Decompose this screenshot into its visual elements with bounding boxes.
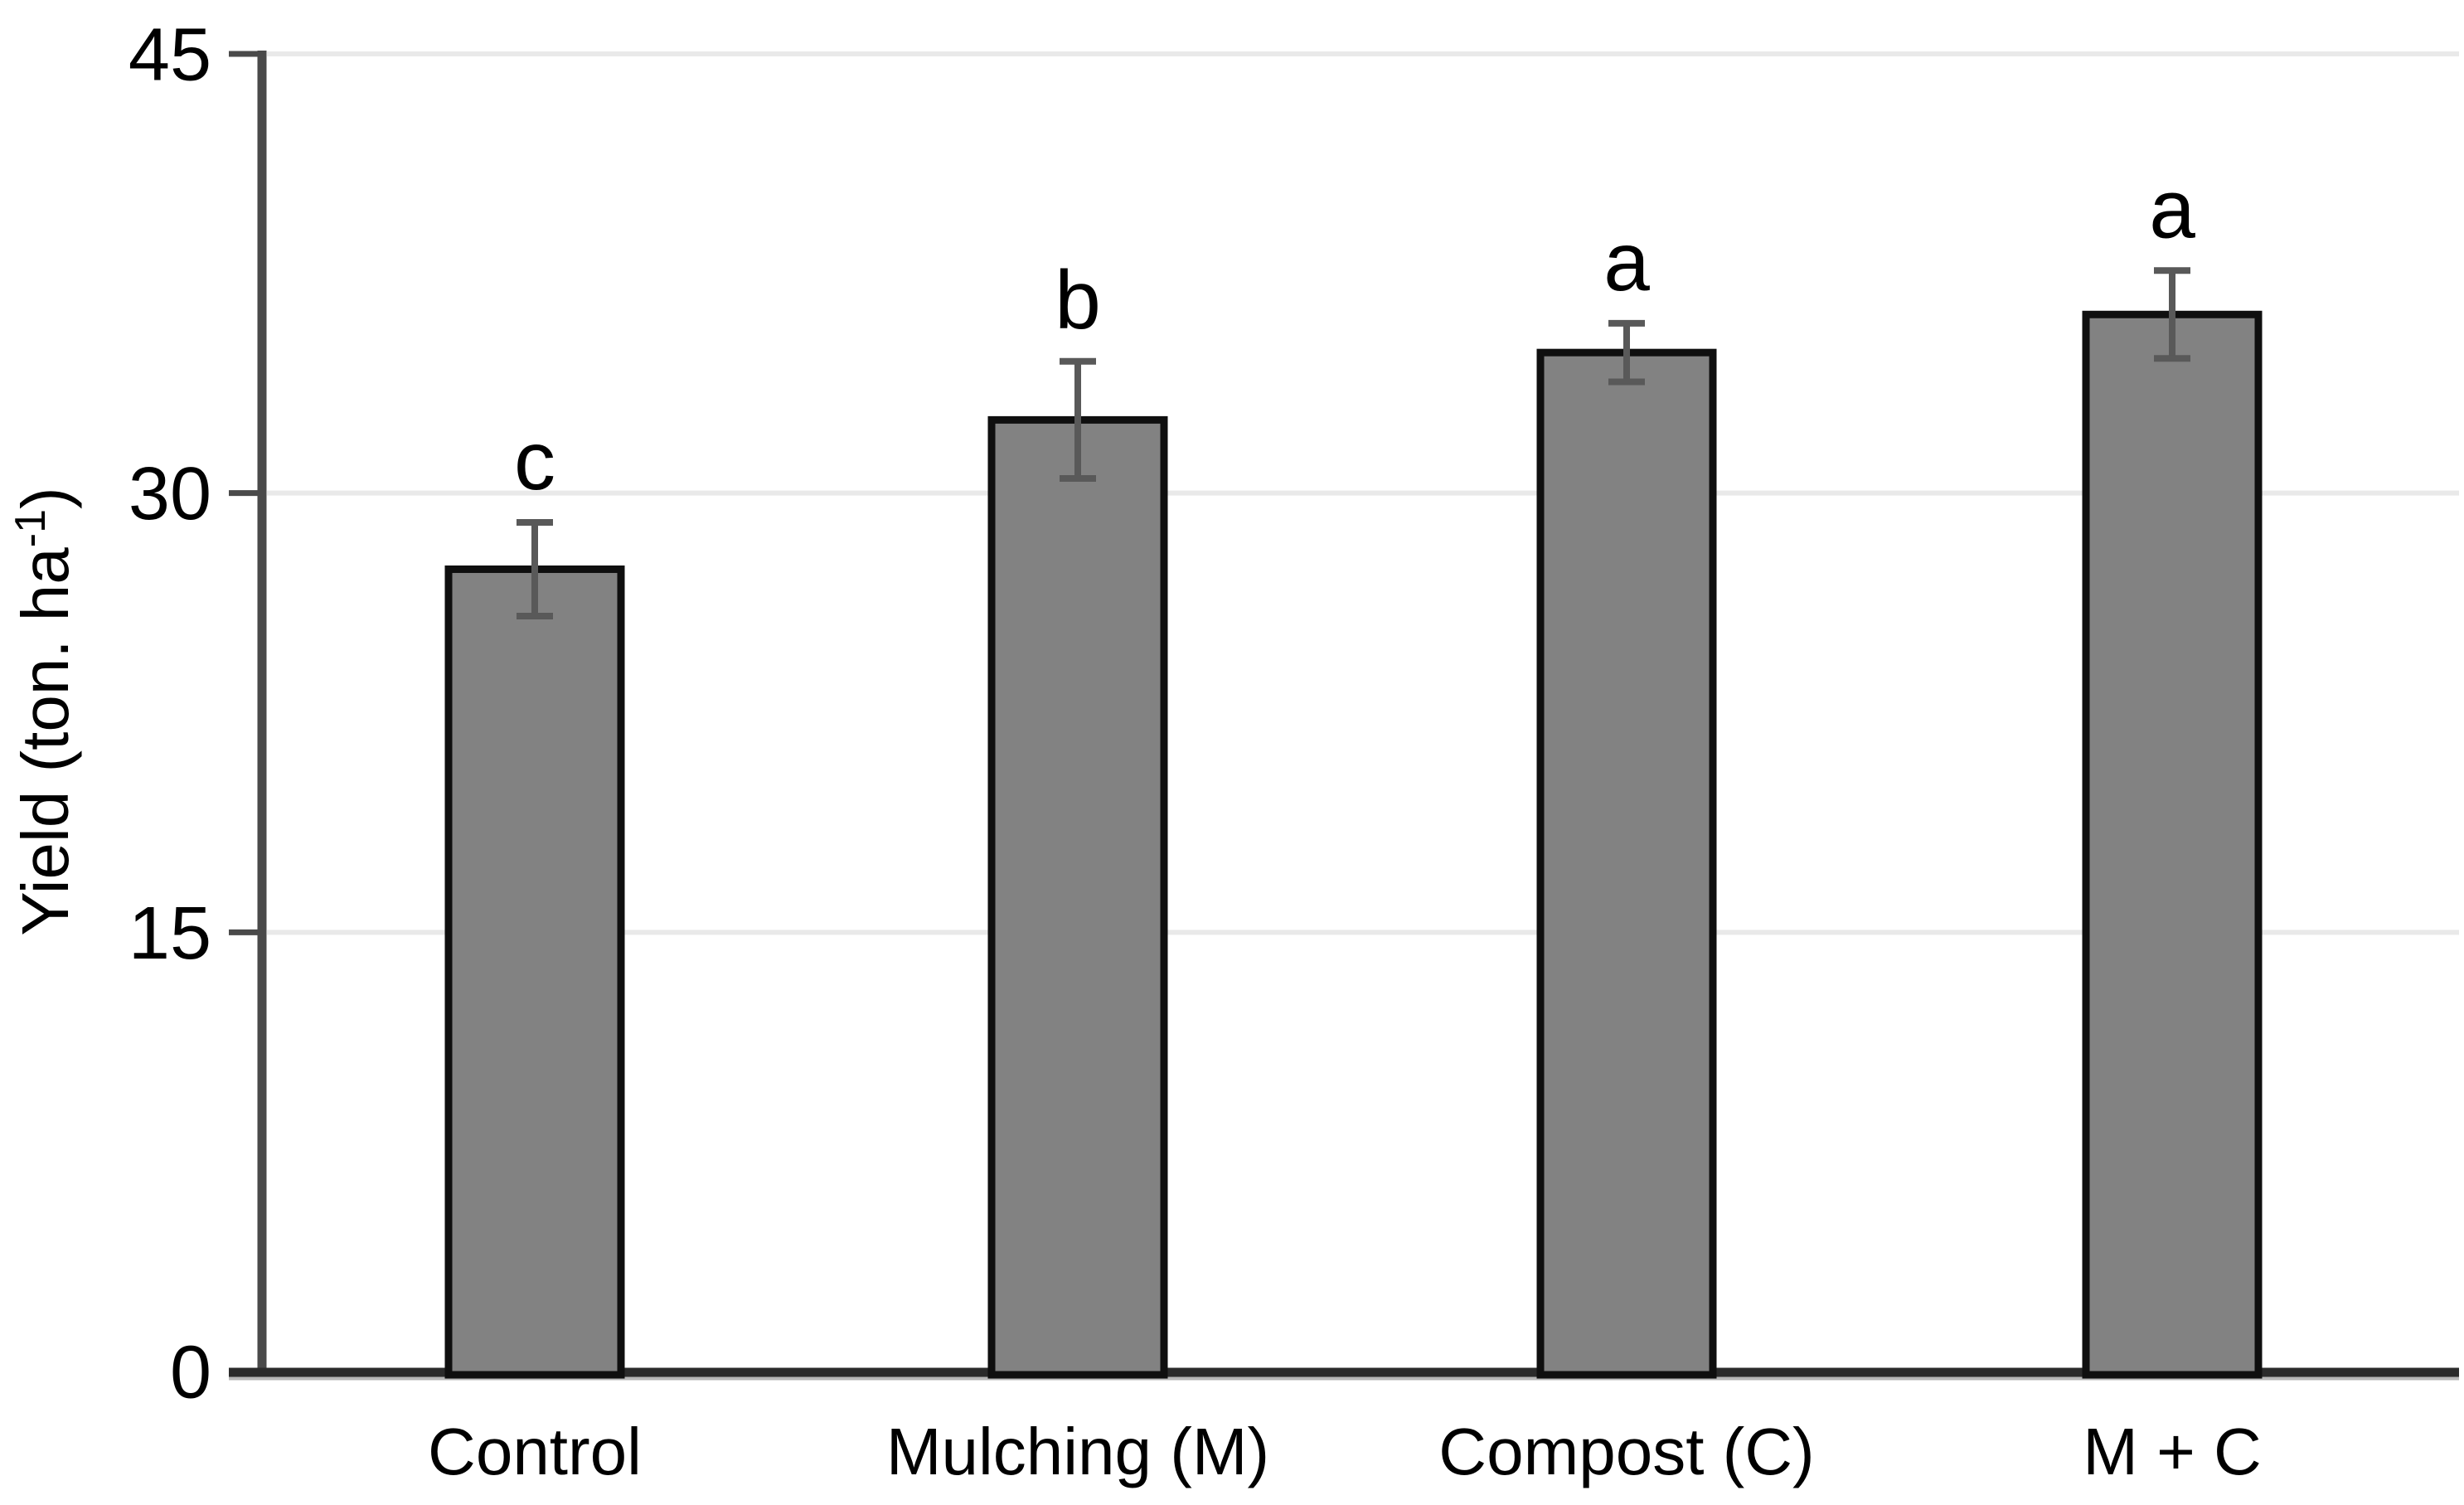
x-category-label-control: Control bbox=[428, 1415, 642, 1488]
y-tick-label-0: 0 bbox=[170, 1332, 211, 1415]
sig-letter-compost-c: a bbox=[1603, 216, 1650, 308]
bar-m-c bbox=[2082, 310, 2263, 1379]
y-axis-title: Yield (ton. ha-1) bbox=[7, 487, 82, 935]
sig-letter-mulching-m: b bbox=[1055, 254, 1101, 347]
x-category-label-m-c: M + C bbox=[2083, 1415, 2262, 1488]
bar-control bbox=[444, 565, 625, 1379]
x-category-label-mulching-m: Mulching (M) bbox=[886, 1415, 1269, 1488]
y-tick-label-15: 15 bbox=[129, 892, 211, 975]
x-category-label-compost-c: Compost (C) bbox=[1438, 1415, 1814, 1488]
bar-mulching-m bbox=[987, 415, 1168, 1379]
y-tick-label-30: 30 bbox=[129, 453, 211, 536]
y-tick-label-45: 45 bbox=[129, 14, 211, 97]
bar-compost-c bbox=[1536, 348, 1717, 1379]
sig-letter-control: c bbox=[514, 415, 555, 507]
sig-letter-m-c: a bbox=[2149, 163, 2195, 255]
